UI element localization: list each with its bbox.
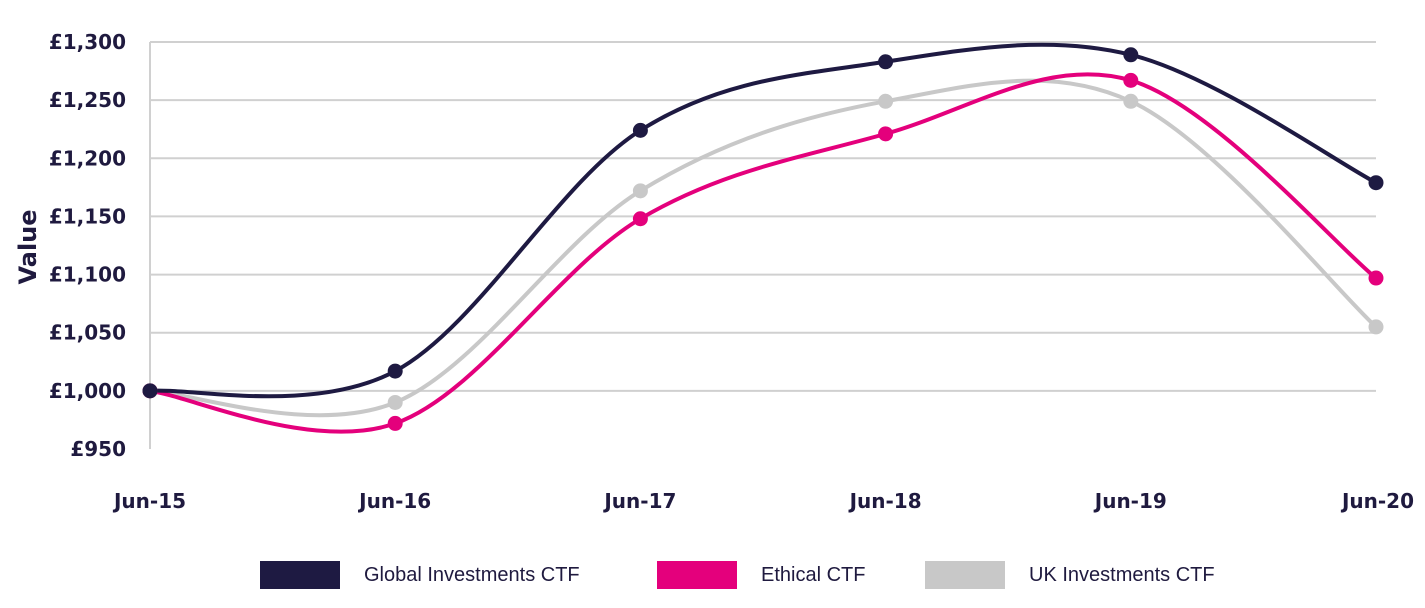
x-tick-label: Jun-16 xyxy=(357,489,431,513)
y-tick-label: £950 xyxy=(70,437,126,461)
x-tick-label: Jun-18 xyxy=(848,489,922,513)
x-tick-label: Jun-20 xyxy=(1340,489,1414,513)
y-tick-label: £1,000 xyxy=(49,379,126,403)
legend-swatch-ethical xyxy=(657,561,737,589)
legend-label-uk: UK Investments CTF xyxy=(1029,563,1215,586)
x-tick-label: Jun-17 xyxy=(602,489,676,513)
data-point-uk xyxy=(878,93,894,109)
gridlines xyxy=(149,41,1376,449)
data-point-global xyxy=(142,383,158,399)
series-line-uk xyxy=(149,78,1378,418)
data-point-global xyxy=(387,363,403,379)
y-tick-label: £1,150 xyxy=(49,204,126,228)
data-point-ethical xyxy=(387,415,403,431)
data-point-global xyxy=(1123,47,1139,63)
legend-swatch-global xyxy=(260,561,340,589)
series-line-ethical xyxy=(149,72,1378,434)
y-tick-label: £1,100 xyxy=(49,263,126,287)
legend-swatch-uk xyxy=(925,561,1005,589)
y-tick-label: £1,300 xyxy=(49,30,126,54)
data-point-ethical xyxy=(1368,270,1384,286)
series-points xyxy=(142,47,1384,431)
data-point-ethical xyxy=(878,126,894,142)
data-point-uk xyxy=(1123,93,1139,109)
legend-label-global: Global Investments CTF xyxy=(364,563,580,586)
series-line-global xyxy=(149,42,1377,399)
data-point-uk xyxy=(387,394,403,410)
legend-item-uk: UK Investments CTF xyxy=(925,560,1215,590)
y-tick-label: £1,200 xyxy=(49,146,126,170)
data-point-global xyxy=(878,54,894,70)
data-point-global xyxy=(632,122,648,138)
legend-label-ethical: Ethical CTF xyxy=(761,563,866,586)
y-tick-label: £1,050 xyxy=(49,321,126,345)
data-point-ethical xyxy=(1123,72,1139,88)
x-tick-label: Jun-15 xyxy=(112,489,186,513)
x-tick-labels: Jun-15 Jun-16 Jun-17 Jun-18 Jun-19 Jun-20 xyxy=(112,489,1414,513)
line-chart: £950 £1,000 £1,050 £1,100 £1,150 £1,200 £1,250… xyxy=(14,30,1414,513)
data-point-uk xyxy=(632,183,648,199)
data-point-ethical xyxy=(632,211,648,227)
y-tick-labels: £950 £1,000 £1,050 £1,100 £1,150 £1,200 £1,250… xyxy=(49,30,126,461)
y-tick-label: £1,250 xyxy=(49,88,126,112)
legend-item-ethical: Ethical CTF xyxy=(657,560,865,590)
x-tick-label: Jun-19 xyxy=(1093,489,1167,513)
legend: Global Investments CTF Ethical CTF UK In… xyxy=(0,560,1425,596)
data-point-global xyxy=(1368,175,1384,191)
y-axis-label: Value xyxy=(14,209,42,284)
legend-item-global: Global Investments CTF xyxy=(260,560,580,590)
data-point-uk xyxy=(1368,319,1384,335)
series-lines xyxy=(149,42,1378,434)
